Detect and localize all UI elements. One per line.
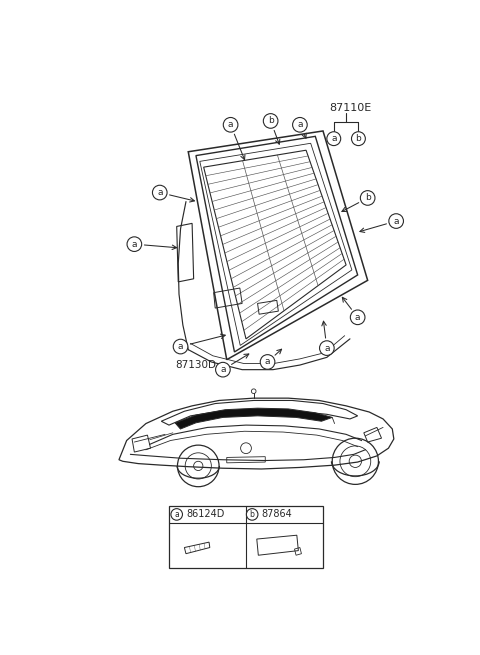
Text: a: a (178, 342, 183, 351)
Text: a: a (297, 121, 303, 129)
Circle shape (351, 132, 365, 145)
Text: a: a (132, 240, 137, 249)
Circle shape (173, 339, 188, 354)
Circle shape (360, 191, 375, 205)
Circle shape (216, 362, 230, 377)
Circle shape (171, 509, 182, 520)
Circle shape (327, 132, 341, 145)
Text: b: b (268, 117, 274, 126)
Circle shape (389, 214, 404, 229)
Circle shape (260, 354, 275, 369)
Text: a: a (157, 188, 163, 197)
Circle shape (223, 117, 238, 132)
Bar (169, 506, 323, 567)
Text: 86124D: 86124D (186, 510, 224, 519)
Text: a: a (228, 121, 233, 129)
Text: 87864: 87864 (262, 510, 292, 519)
Circle shape (264, 113, 278, 128)
Text: a: a (174, 510, 179, 519)
Text: a: a (220, 365, 226, 374)
Text: b: b (365, 193, 371, 202)
Circle shape (153, 185, 167, 200)
Circle shape (246, 509, 258, 520)
Text: a: a (265, 358, 270, 366)
Text: a: a (331, 134, 336, 143)
Circle shape (293, 117, 307, 132)
Text: a: a (355, 313, 360, 322)
Text: 87130D: 87130D (175, 360, 216, 370)
Text: b: b (250, 510, 254, 519)
Text: b: b (356, 134, 361, 143)
Text: a: a (324, 344, 330, 352)
Circle shape (127, 237, 142, 252)
Text: a: a (394, 217, 399, 225)
Circle shape (350, 310, 365, 325)
Text: 87110E: 87110E (329, 103, 372, 113)
Circle shape (320, 341, 334, 356)
Polygon shape (175, 408, 332, 429)
